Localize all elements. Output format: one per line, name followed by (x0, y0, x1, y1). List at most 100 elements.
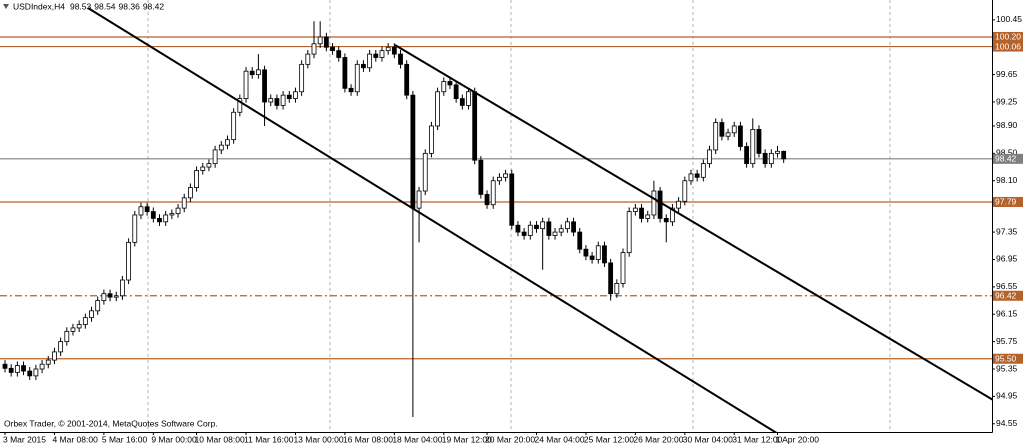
candle-body (58, 341, 64, 353)
candle-body (540, 221, 546, 230)
axes: 100.4599.6599.2598.9098.5098.1097.7597.3… (3, 14, 1023, 444)
x-tick-label: 24 Mar 04:00 (534, 434, 584, 444)
candle-body (775, 150, 780, 154)
candle-body (367, 53, 373, 69)
candle-body (305, 53, 311, 65)
candle-body (323, 36, 329, 48)
candle-body (490, 180, 496, 206)
candle-body (330, 46, 335, 52)
candle-body (391, 46, 397, 55)
y-tick-label: 98.10 (996, 175, 1018, 185)
candle-body (416, 190, 422, 209)
price-level-box (993, 290, 1023, 301)
candle-body (768, 152, 774, 165)
candle-body (614, 283, 620, 295)
candle-body (509, 173, 515, 226)
candle-body (342, 57, 348, 89)
candle-body (200, 166, 206, 171)
x-tick-label: 13 Mar 00:00 (293, 434, 343, 444)
candle-body (756, 128, 762, 154)
y-tick-label: 100.45 (996, 14, 1022, 24)
candle-body (632, 207, 638, 212)
candle-body (447, 81, 453, 86)
x-tick-label: 19 Mar 12:00 (442, 434, 492, 444)
candle-body (472, 91, 478, 161)
levels (0, 36, 992, 360)
price-level-box (993, 353, 1023, 364)
candle-body (595, 245, 601, 260)
y-tick-label: 98.50 (996, 148, 1018, 158)
candle-body (410, 94, 416, 209)
y-tick-label: 94.95 (996, 391, 1018, 401)
candle-body (2, 363, 8, 369)
candle-body (466, 91, 471, 106)
candle-body (95, 300, 101, 312)
candle-body (52, 351, 57, 361)
candle-body (700, 163, 706, 178)
x-tick-label: 1 Apr 20:00 (776, 434, 820, 444)
quote-value: 98.54 (94, 1, 116, 11)
candle-body (534, 224, 539, 230)
candle-body (82, 317, 88, 325)
trendlines (87, 7, 1011, 441)
candle-body (626, 211, 632, 254)
candle-body (453, 84, 459, 99)
y-axis-band (993, 0, 1024, 448)
candle-body (14, 365, 20, 373)
candle-body (571, 221, 576, 233)
candle-body (762, 152, 768, 165)
candle-body (348, 87, 354, 93)
candle-body (181, 197, 187, 209)
candle-body (286, 94, 292, 99)
candle-body (459, 98, 465, 106)
candle-body (21, 365, 26, 372)
candle-body (645, 214, 651, 219)
candle-body (126, 241, 131, 281)
candle-body (336, 50, 342, 58)
candle-body (639, 207, 644, 219)
candle-body (558, 228, 564, 233)
candle-body (157, 217, 162, 223)
candle-body (225, 139, 230, 146)
candle-body (738, 125, 743, 147)
candle-body (663, 217, 669, 223)
candle-body (478, 159, 484, 195)
candle-body (361, 63, 366, 69)
price-level-box (993, 31, 1023, 42)
price-level-box (993, 153, 1023, 164)
price-level-label: 95.50 (995, 353, 1017, 363)
candle-body (577, 231, 583, 250)
trendline (394, 44, 1011, 411)
candle-body (231, 111, 237, 141)
candle-body (206, 163, 212, 168)
candle-body (64, 330, 70, 343)
candle-body (484, 194, 490, 206)
candle-body (311, 43, 317, 55)
candle-body (293, 91, 298, 99)
x-tick-label: 30 Mar 04:00 (683, 434, 733, 444)
candle-body (719, 122, 725, 137)
candle-body (274, 98, 280, 106)
menu-icon[interactable] (3, 4, 9, 9)
candle-body (70, 327, 76, 332)
y-tick-label: 98.90 (996, 120, 1018, 130)
price-level-box (993, 41, 1023, 52)
candle-body (731, 125, 737, 134)
candle-body (744, 146, 749, 165)
candle-body (354, 63, 360, 93)
x-tick-label: 10 Mar 08:00 (195, 434, 245, 444)
candle-body (670, 207, 675, 223)
quote-value: 98.53 (70, 1, 92, 11)
candle-body (441, 81, 447, 93)
candle-body (39, 363, 45, 370)
candle-body (299, 63, 305, 93)
x-tick-label: 25 Mar 12:00 (584, 434, 634, 444)
candle-body (280, 94, 286, 106)
candle-body (144, 206, 150, 212)
candle-body (89, 310, 94, 319)
candle-body (564, 221, 570, 230)
candle-body (8, 367, 14, 373)
candle-body (101, 293, 107, 301)
y-tick-label: 95.35 (996, 363, 1018, 373)
